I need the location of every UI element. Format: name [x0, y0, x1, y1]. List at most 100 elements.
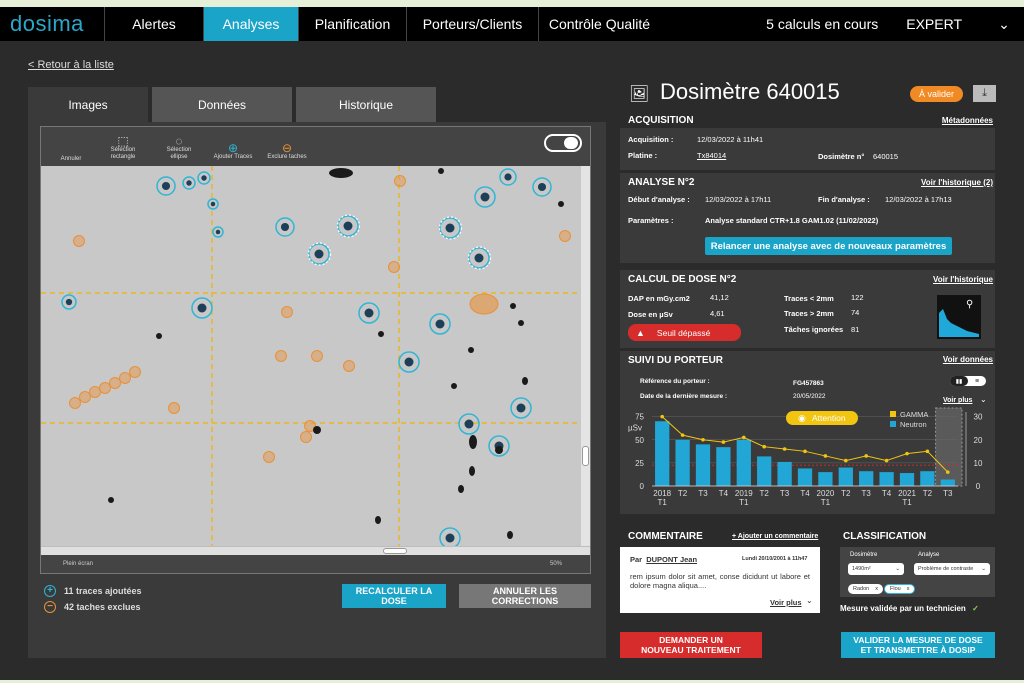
add-traces-tool[interactable]: ⊕ Ajouter Traces — [213, 129, 253, 161]
exclude-tool[interactable]: ⊖ Exclure taches — [263, 129, 311, 161]
spectrum-thumbnail[interactable]: ⚲ — [937, 295, 981, 339]
list-view-icon[interactable]: ≡ — [974, 377, 980, 385]
metadata-link[interactable]: Métadonnées — [941, 116, 993, 125]
excluded-spot[interactable] — [300, 431, 312, 443]
bar-neutron[interactable] — [797, 468, 813, 486]
excluded-spot[interactable] — [99, 382, 111, 394]
added-trace[interactable] — [488, 435, 510, 457]
chevron-down-icon[interactable]: ⌄ — [998, 15, 1010, 32]
excluded-spot[interactable] — [469, 293, 499, 315]
gamma-point[interactable] — [823, 454, 828, 458]
gamma-point[interactable] — [680, 433, 685, 437]
comment-author[interactable]: DUPONT Jean — [646, 555, 698, 564]
back-link[interactable]: < Retour à la liste — [28, 59, 114, 71]
added-trace[interactable] — [474, 186, 496, 208]
added-trace[interactable] — [207, 198, 219, 210]
zoom-level[interactable]: 50% — [549, 561, 562, 567]
added-trace[interactable] — [191, 297, 213, 319]
added-trace[interactable] — [156, 176, 176, 196]
added-trace[interactable] — [337, 215, 359, 237]
voir-plus-link[interactable]: Voir plus — [943, 397, 973, 404]
excluded-spot[interactable] — [304, 420, 316, 432]
excluded-spot[interactable] — [388, 261, 400, 273]
excluded-spot[interactable] — [394, 175, 406, 187]
excluded-spot[interactable] — [119, 372, 131, 384]
excluded-spot[interactable] — [129, 366, 141, 378]
relaunch-button[interactable]: Relancer une analyse avec de nouveaux pa… — [705, 237, 952, 255]
added-trace[interactable] — [439, 217, 461, 239]
bar-neutron[interactable] — [736, 439, 751, 486]
excluded-spot[interactable] — [559, 230, 571, 242]
bar-view-icon[interactable]: ▮▮ — [950, 376, 968, 386]
added-trace[interactable] — [429, 313, 451, 335]
bar-neutron[interactable] — [899, 473, 915, 486]
excluded-spot[interactable] — [79, 391, 91, 403]
added-trace[interactable] — [458, 413, 480, 435]
platine-value[interactable]: Tx84014 — [697, 151, 727, 160]
view-toggle[interactable] — [544, 134, 582, 152]
dosi-select[interactable]: 1490m² ⌄ — [848, 563, 904, 575]
excluded-spot[interactable] — [263, 451, 275, 463]
gamma-point[interactable] — [905, 451, 909, 456]
bar-neutron[interactable] — [818, 472, 833, 486]
bar-neutron[interactable] — [940, 479, 955, 486]
rect-select-tool[interactable]: ⬚ Sélection rectangle — [103, 129, 143, 161]
analyse-select[interactable]: Problème de contraste ⌄ — [914, 563, 990, 575]
excluded-spot[interactable] — [168, 402, 180, 414]
calcs-status[interactable]: 5 calculs en cours — [766, 16, 879, 32]
gamma-point[interactable] — [844, 458, 848, 463]
gamma-point[interactable] — [762, 444, 766, 449]
excluded-spot[interactable] — [275, 350, 287, 362]
horizontal-scrollbar[interactable] — [41, 547, 590, 555]
chip-flou[interactable]: Flou x — [884, 584, 916, 594]
excluded-spot[interactable] — [109, 377, 121, 389]
excluded-spot[interactable] — [311, 350, 323, 362]
tab-historique[interactable]: Historique — [296, 87, 436, 122]
gamma-point[interactable] — [946, 470, 950, 474]
selected-trace[interactable] — [438, 216, 463, 240]
excluded-spot[interactable] — [281, 306, 293, 318]
added-trace[interactable] — [212, 226, 224, 238]
selected-trace[interactable] — [467, 246, 492, 270]
gamma-point[interactable] — [925, 449, 930, 454]
added-trace[interactable] — [275, 217, 295, 237]
suivi-data-link[interactable]: Voir données — [942, 355, 993, 364]
chip-radon[interactable]: Radon x — [848, 584, 883, 594]
bar-neutron[interactable] — [838, 467, 853, 487]
analyse-history-link[interactable]: Voir l'historique (2) — [921, 178, 993, 187]
download-icon[interactable]: ⤓ — [973, 85, 996, 102]
excluded-spot[interactable] — [69, 397, 81, 409]
dosimeter-image[interactable] — [41, 166, 581, 546]
selected-trace[interactable] — [336, 214, 361, 238]
added-trace[interactable] — [61, 294, 77, 310]
selected-trace[interactable] — [307, 242, 332, 266]
recalc-button[interactable]: RECALCULER LA DOSE — [342, 584, 446, 608]
close-icon[interactable]: x — [875, 586, 878, 592]
undo-tool[interactable]: Annuler — [51, 131, 91, 163]
bar-neutron[interactable] — [879, 472, 894, 486]
gamma-point[interactable] — [782, 447, 787, 451]
added-trace[interactable] — [358, 302, 380, 324]
added-trace[interactable] — [468, 247, 490, 269]
added-trace[interactable] — [532, 177, 552, 197]
gamma-point[interactable] — [701, 437, 705, 442]
bar-neutron[interactable] — [920, 471, 935, 486]
gamma-point[interactable] — [803, 449, 807, 454]
gamma-point[interactable] — [660, 414, 664, 419]
excluded-spot[interactable] — [343, 360, 355, 372]
comment-more-link[interactable]: Voir plus — [770, 598, 802, 607]
close-icon[interactable]: x — [906, 586, 910, 592]
bar-neutron[interactable] — [716, 447, 731, 486]
ellipse-select-tool[interactable]: ◌ Sélection ellipse — [159, 129, 199, 161]
calcul-history-link[interactable]: Voir l'historique — [933, 275, 993, 284]
bar-neutron[interactable] — [777, 461, 792, 486]
nav-controle-qualite[interactable]: Contrôle Qualité — [538, 7, 660, 41]
user-role[interactable]: EXPERT — [906, 16, 962, 32]
bar-neutron[interactable] — [655, 421, 670, 486]
added-trace[interactable] — [182, 176, 196, 190]
added-trace[interactable] — [398, 351, 420, 373]
added-trace[interactable] — [499, 168, 517, 186]
chart-view-toggle[interactable]: ▮▮ ≡ — [950, 376, 986, 386]
bar-neutron[interactable] — [675, 439, 690, 486]
attention-pill[interactable] — [786, 411, 858, 425]
